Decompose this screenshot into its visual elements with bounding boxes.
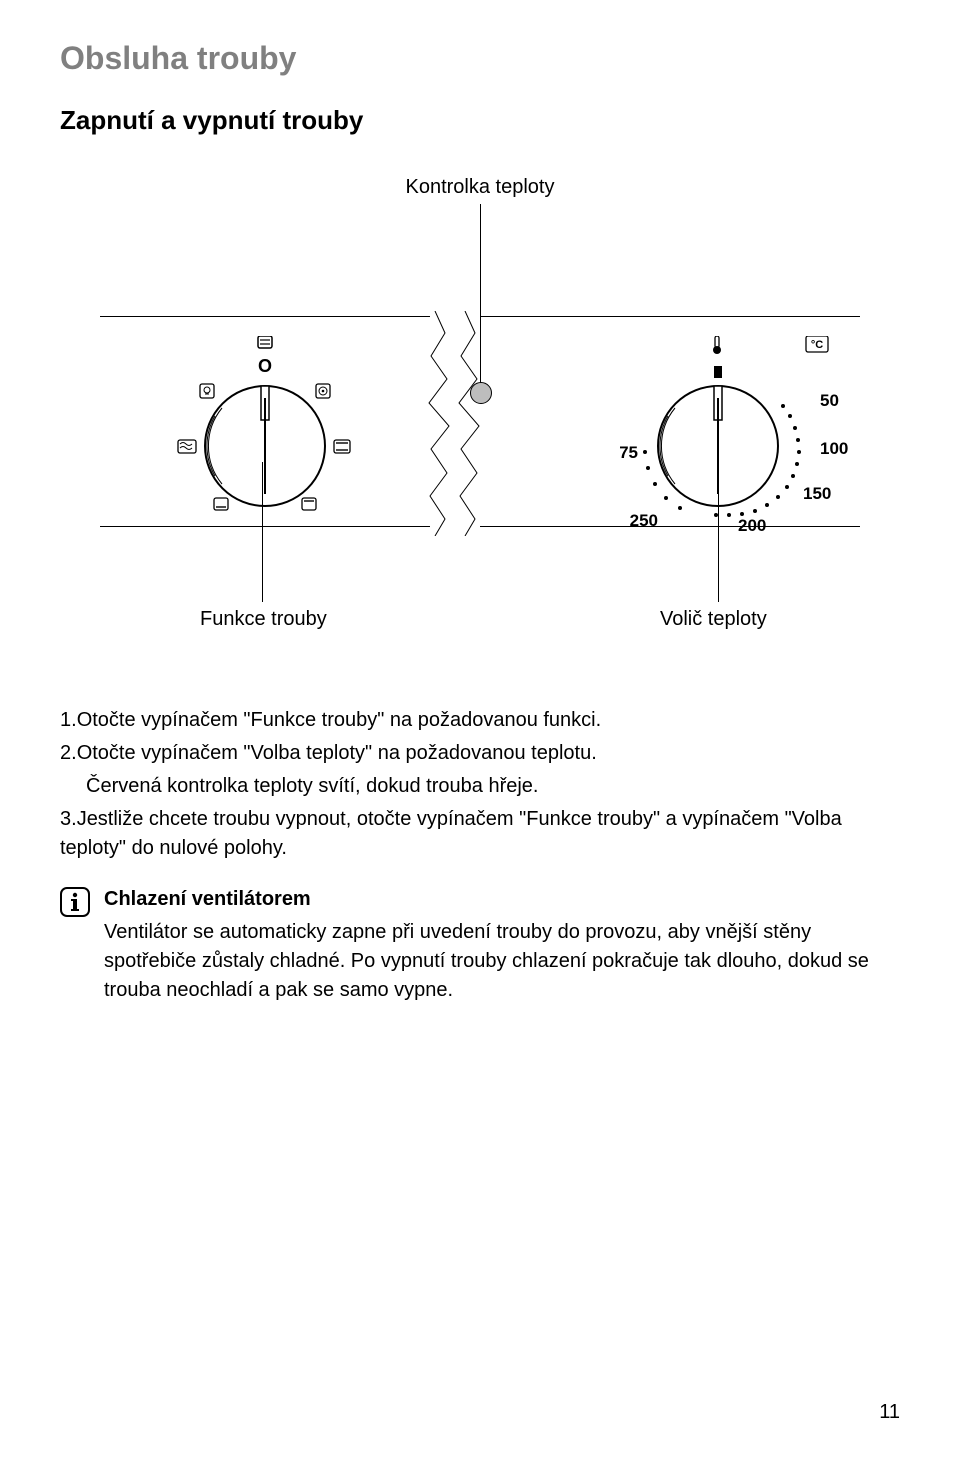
section-title: Obsluha trouby — [60, 40, 900, 77]
info-icon — [60, 887, 90, 917]
temp-label-150: 150 — [803, 484, 831, 503]
temperature-knob-leader-line — [718, 462, 719, 602]
instruction-steps: 1.Otočte vypínačem "Funkce trouby" na po… — [60, 706, 900, 863]
control-panel-diagram: Kontrolka teploty O — [100, 176, 860, 666]
info-title: Chlazení ventilátorem — [104, 885, 900, 914]
temperature-knob: °C — [620, 336, 850, 531]
temp-label-250: 250 — [630, 511, 658, 530]
step-1: 1.Otočte vypínačem "Funkce trouby" na po… — [60, 706, 900, 735]
svg-text:°C: °C — [811, 339, 823, 351]
function-knob-leader-line — [262, 462, 263, 602]
panel-top-edge-right — [480, 316, 860, 317]
temperature-indicator-light — [470, 382, 492, 404]
step-2-note: Červená kontrolka teploty svítí, dokud t… — [60, 772, 900, 801]
function-knob: O — [170, 336, 360, 526]
info-text: Ventilátor se automaticky zapne při uved… — [104, 918, 900, 1005]
step-2: 2.Otočte vypínačem "Volba teploty" na po… — [60, 739, 900, 768]
temp-label-50: 50 — [820, 391, 839, 410]
function-off-label: O — [258, 356, 272, 376]
step-3: 3.Jestliže chcete troubu vypnout, otočte… — [60, 805, 900, 863]
info-section: Chlazení ventilátorem Ventilátor se auto… — [60, 885, 900, 1009]
temp-label-100: 100 — [820, 439, 848, 458]
temp-label-275: 275 — [620, 443, 638, 462]
function-knob-label: Funkce trouby — [200, 608, 327, 631]
sub-title: Zapnutí a vypnutí trouby — [60, 105, 900, 136]
panel-break-zigzag — [425, 311, 485, 536]
panel-bottom-edge-left — [100, 526, 430, 527]
temperature-knob-label: Volič teploty — [660, 608, 767, 631]
panel-top-edge-left — [100, 316, 430, 317]
indicator-label: Kontrolka teploty — [406, 176, 555, 199]
page-number: 11 — [879, 1401, 900, 1424]
temp-label-200: 200 — [738, 516, 766, 531]
